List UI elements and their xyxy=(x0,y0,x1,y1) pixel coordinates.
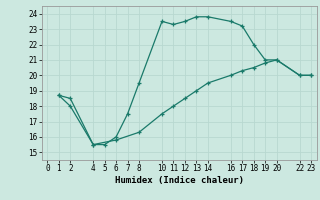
X-axis label: Humidex (Indice chaleur): Humidex (Indice chaleur) xyxy=(115,176,244,185)
